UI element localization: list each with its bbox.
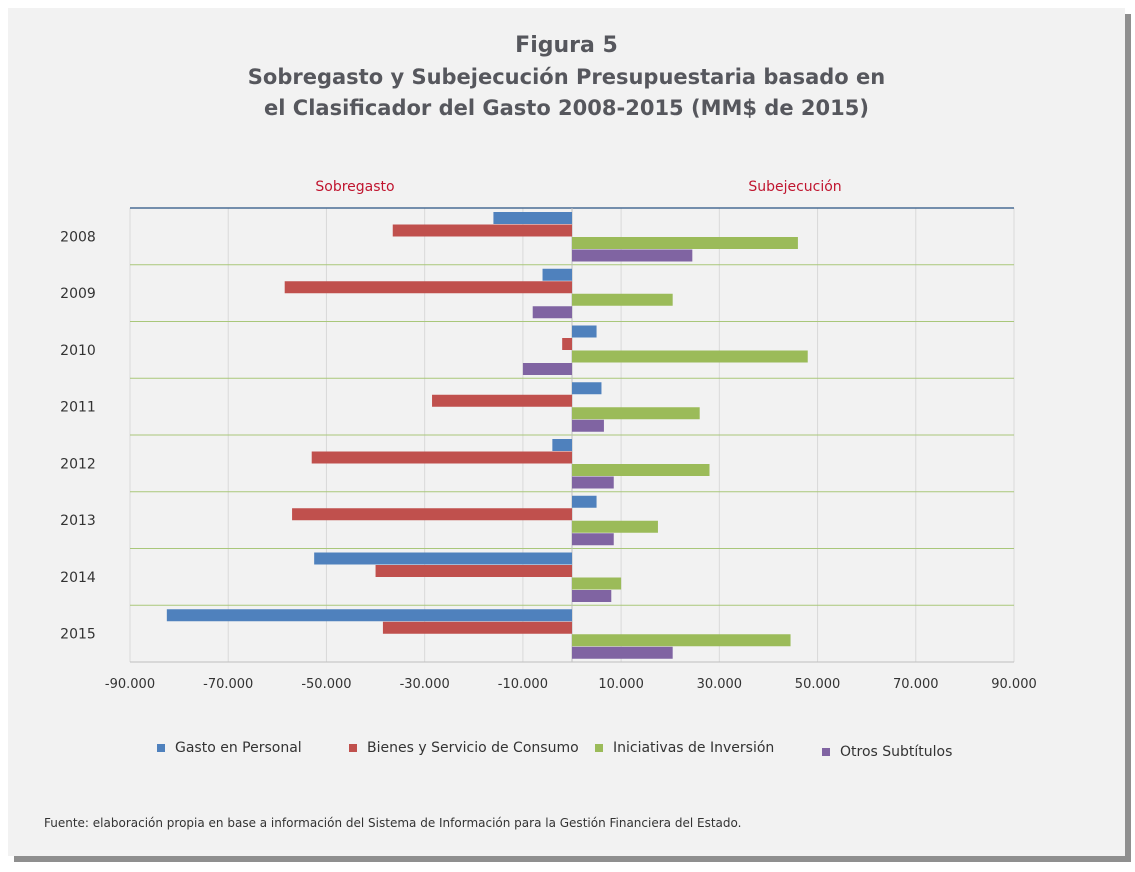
legend-label: Gasto en Personal [175,740,302,756]
bar-gasto-en-personal-2010 [572,325,597,338]
category-label-2011: 2011 [60,400,96,416]
legend-item-otros-subt-tulos: Otros Subtítulos [822,744,952,760]
category-label-2008: 2008 [60,229,96,245]
x-tick-label-7: 50.000 [795,677,841,692]
x-tick-label-1: -70.000 [203,677,253,692]
bar-bienes-y-servicio-de-consumo-2014 [375,565,572,577]
figure-panel [8,8,1125,856]
category-label-2014: 2014 [60,570,96,586]
figure-label: Figura 5 [515,33,618,58]
x-tick-label-2: -50.000 [301,677,351,692]
bar-iniciativas-de-inversi-n-2013 [572,520,658,533]
side-label-sobregasto: Sobregasto [315,179,394,195]
chart-title-line-1: Sobregasto y Subejecución Presupuestaria… [247,65,886,89]
legend-swatch [595,744,603,752]
bar-gasto-en-personal-2012 [552,439,572,451]
legend-label: Iniciativas de Inversión [613,740,775,756]
legend-item-gasto-en-personal: Gasto en Personal [157,740,302,756]
bar-bienes-y-servicio-de-consumo-2012 [311,451,572,464]
legend-item-bienes-y-servicio-de-consumo: Bienes y Servicio de Consumo [349,740,579,756]
legend-swatch [157,744,165,752]
bar-otros-subt-tulos-2009 [532,306,572,319]
bar-bienes-y-servicio-de-consumo-2011 [432,394,572,407]
bar-iniciativas-de-inversi-n-2008 [572,237,798,249]
bar-otros-subt-tulos-2011 [572,419,604,432]
category-label-2009: 2009 [60,286,96,302]
bar-otros-subt-tulos-2008 [572,249,693,262]
x-tick-label-4: -10.000 [498,677,548,692]
legend-swatch [349,744,357,752]
figure-title-block: Figura 5 Sobregasto y Subejecución Presu… [8,30,1125,124]
legend-swatch [822,748,830,756]
bar-iniciativas-de-inversi-n-2015 [572,634,791,647]
legend-item-iniciativas-de-inversi-n: Iniciativas de Inversión [595,740,774,756]
bar-iniciativas-de-inversi-n-2010 [572,350,808,363]
bar-otros-subt-tulos-2010 [522,363,572,375]
x-tick-label-6: 30.000 [697,677,743,692]
bar-gasto-en-personal-2014 [314,552,572,565]
bar-otros-subt-tulos-2015 [572,646,673,659]
bar-iniciativas-de-inversi-n-2012 [572,464,710,476]
chart-title-line-2: el Clasificador del Gasto 2008-2015 (MM$… [264,96,869,120]
x-tick-label-0: -90.000 [105,677,155,692]
bar-iniciativas-de-inversi-n-2009 [572,293,673,306]
bar-gasto-en-personal-2015 [166,609,573,622]
legend-label: Otros Subtítulos [840,744,953,760]
x-tick-label-5: 10.000 [598,677,644,692]
bar-gasto-en-personal-2009 [542,268,572,281]
bar-bienes-y-servicio-de-consumo-2010 [562,338,572,350]
category-label-2015: 2015 [60,627,96,643]
bar-otros-subt-tulos-2014 [572,590,612,602]
bar-bienes-y-servicio-de-consumo-2013 [292,508,572,521]
bar-gasto-en-personal-2011 [572,382,602,395]
legend-label: Bienes y Servicio de Consumo [367,740,579,756]
bar-otros-subt-tulos-2013 [572,533,614,546]
bar-bienes-y-servicio-de-consumo-2008 [392,224,572,237]
bar-bienes-y-servicio-de-consumo-2015 [382,621,572,634]
bar-otros-subt-tulos-2012 [572,476,614,489]
x-tick-label-3: -30.000 [400,677,450,692]
category-label-2010: 2010 [60,343,96,359]
bar-gasto-en-personal-2008 [493,212,572,224]
bar-bienes-y-servicio-de-consumo-2009 [284,281,572,294]
bar-iniciativas-de-inversi-n-2014 [572,577,622,590]
category-label-2012: 2012 [60,456,96,472]
x-tick-label-9: 90.000 [991,677,1037,692]
side-label-subejecucion: Subejecución [748,179,841,195]
bar-iniciativas-de-inversi-n-2011 [572,407,700,420]
source-note: Fuente: elaboración propia en base a inf… [44,816,742,830]
x-tick-label-8: 70.000 [893,677,939,692]
bar-gasto-en-personal-2013 [572,495,597,508]
category-label-2013: 2013 [60,513,96,529]
